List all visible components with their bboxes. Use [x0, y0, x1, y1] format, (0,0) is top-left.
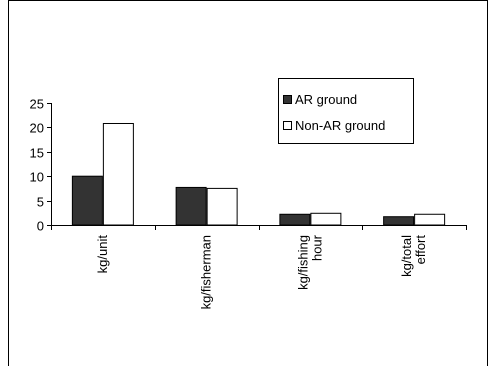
bar-ar-ground	[383, 216, 415, 226]
bar-ar-ground	[175, 186, 207, 226]
legend-swatch-non-ar-ground	[283, 120, 292, 130]
legend-label-ar-ground: AR ground	[295, 91, 358, 107]
y-axis: 0 5 10 15 20 25	[30, 97, 52, 234]
bar-non-ar-ground	[310, 212, 342, 226]
y-tick-label: 25	[30, 97, 44, 112]
legend-swatch-ar-ground	[283, 94, 292, 104]
bar-non-ar-ground	[102, 122, 134, 226]
y-tick-label: 20	[30, 121, 44, 136]
legend: AR ground Non-AR ground	[278, 78, 414, 144]
legend-item-non-ar-ground: Non-AR ground	[283, 117, 385, 133]
y-tick-label: 0	[37, 219, 44, 234]
x-category-label: kg/fishinghour	[295, 234, 324, 290]
x-category-label: kg/totaleffort	[399, 235, 428, 277]
bar-non-ar-ground	[206, 187, 238, 226]
y-tick-label: 15	[30, 146, 44, 161]
x-axis: kg/unit kg/fisherman kg/fishinghour kg/tota…	[51, 225, 467, 309]
bars	[71, 122, 446, 226]
x-category-label: kg/fisherman	[199, 235, 214, 309]
bar-ar-ground	[279, 213, 311, 226]
legend-item-ar-ground: AR ground	[283, 91, 357, 107]
bar-ar-ground	[71, 175, 103, 226]
x-category-label: kg/unit	[95, 235, 110, 274]
y-tick-label: 5	[37, 195, 44, 210]
y-tick-label: 10	[30, 170, 44, 185]
bar-non-ar-ground	[414, 213, 446, 226]
legend-label-non-ar-ground: Non-AR ground	[295, 117, 386, 133]
